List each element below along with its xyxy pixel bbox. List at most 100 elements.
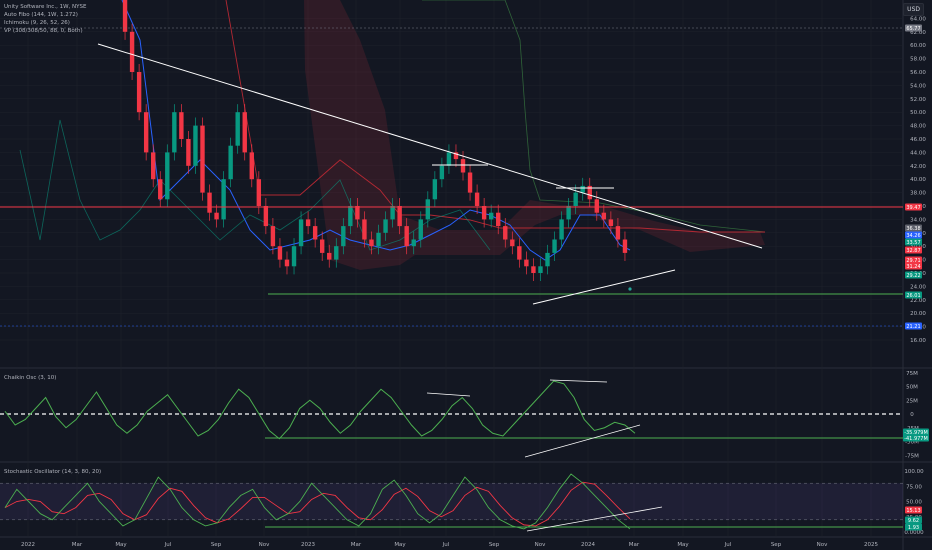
- chaikin-tag: -35.979M: [903, 428, 929, 436]
- candle-body: [362, 219, 367, 240]
- candle-body: [566, 206, 571, 220]
- candle-body: [214, 212, 219, 220]
- candle-body: [467, 172, 473, 193]
- stochastic-tick-label: 50.00: [906, 500, 922, 506]
- price-tag-bg: [905, 322, 922, 330]
- candle-body: [481, 206, 487, 220]
- price-tag-label: 31.24: [906, 264, 920, 270]
- candle-body: [446, 152, 452, 166]
- candle-body: [524, 259, 529, 267]
- price-tag: 21.21: [905, 322, 922, 330]
- candle-body: [129, 31, 135, 72]
- chaikin-tag-bg: [903, 428, 929, 436]
- stochastic-tag-bg: [905, 506, 922, 514]
- time-tick-label: Jul: [442, 542, 450, 548]
- candle-body: [165, 152, 170, 200]
- price-tick-label: 52.00: [910, 97, 926, 103]
- stochastic-trendline: [526, 506, 663, 532]
- candles: [122, 0, 628, 282]
- candle-body: [327, 252, 332, 260]
- candle-body: [496, 212, 501, 227]
- indicator-label[interactable]: Auto Fibo (144, 1W, 1.272): [4, 12, 78, 18]
- candle-body: [277, 246, 283, 260]
- candle-body: [559, 219, 564, 240]
- price-tag: 32.87: [905, 246, 922, 254]
- price-tag: 34.26: [905, 231, 922, 239]
- tenkan-line: [121, 0, 631, 261]
- stochastic-tag: 9.62: [905, 516, 922, 524]
- stochastic-legend[interactable]: Stochastic Oscillator (14, 3, 80, 20): [4, 469, 102, 475]
- chaikin-legend[interactable]: Chaikin Osc (3, 10): [4, 375, 57, 381]
- price-tag: 29.71: [905, 256, 922, 264]
- time-tick-label: Sep: [771, 542, 782, 548]
- candle-body: [270, 226, 276, 247]
- price-tag-bg: [905, 256, 922, 264]
- price-tick-label: 40.00: [910, 177, 926, 183]
- time-tick-label: Nov: [817, 542, 828, 548]
- candle-body: [573, 192, 578, 206]
- indicator-label[interactable]: Ichimoku (9, 26, 52, 26): [4, 20, 70, 26]
- candle-body: [284, 259, 290, 267]
- price-tick-label: 46.00: [910, 137, 926, 143]
- stochastic-tag: 15.13: [905, 506, 922, 514]
- candle-body: [242, 112, 247, 153]
- candle-body: [587, 185, 592, 200]
- candle-body: [538, 266, 543, 273]
- time-tick-label: May: [677, 542, 689, 548]
- time-tick-label: May: [115, 542, 127, 548]
- candle-body: [319, 239, 325, 253]
- currency-button[interactable]: USD: [903, 3, 924, 16]
- time-tick-label: 2025: [864, 542, 878, 548]
- candle-body: [136, 72, 142, 113]
- price-tick-label: 24.00: [910, 284, 926, 290]
- time-tick-label: Mar: [72, 542, 83, 548]
- time-tick-label: 2023: [301, 542, 315, 548]
- candle-body: [298, 219, 304, 247]
- price-tick-label: 38.00: [910, 191, 926, 197]
- stochastic-tag: 1.93: [905, 523, 922, 531]
- candle-body: [510, 239, 515, 247]
- price-tag-bg: [905, 224, 922, 232]
- candle-body: [439, 165, 445, 180]
- price-tag-label: 29.71: [906, 258, 920, 264]
- candle-body: [552, 239, 557, 253]
- price-tag: 33.57: [905, 238, 922, 246]
- candle-body: [432, 179, 438, 200]
- candle-body: [376, 232, 381, 247]
- candle-body: [207, 192, 212, 213]
- stochastic-tag-bg: [905, 516, 922, 524]
- price-tag-bg: [905, 231, 922, 239]
- time-tick-label: Sep: [489, 542, 500, 548]
- price-tag-label: 65.77: [906, 26, 920, 32]
- time-tick-label: 2022: [21, 542, 35, 548]
- time-tick-label: 2024: [581, 542, 595, 548]
- candle-body: [503, 226, 508, 240]
- candle-body: [615, 226, 621, 240]
- price-tick-label: 20.00: [910, 311, 926, 317]
- candle-body: [453, 152, 459, 160]
- ichimoku-cloud: [304, 0, 765, 270]
- chaikin-tag-bg: [903, 434, 929, 442]
- chikou-span: [19, 119, 491, 251]
- candle-body: [531, 266, 536, 273]
- price-tick-label: 42.00: [910, 164, 926, 170]
- price-tag: 39.47: [905, 203, 922, 211]
- symbol-title[interactable]: Unity Software Inc., 1W, NYSE: [4, 4, 87, 10]
- chaikin-tick-label: 75M: [906, 371, 918, 377]
- price-tag-bg: [905, 262, 922, 270]
- price-tag-bg: [905, 271, 922, 279]
- candle-body: [397, 206, 402, 227]
- chaikin-trendline: [426, 392, 471, 397]
- indicator-label[interactable]: VP (308/308/50, 88, 0, Both): [4, 28, 83, 34]
- chaikin-tag-label: -35.979M: [904, 430, 928, 436]
- candle-body: [143, 112, 149, 153]
- candle-body: [390, 206, 395, 220]
- stochastic-tag-bg: [905, 523, 922, 531]
- price-tick-label: 34.00: [910, 217, 926, 223]
- last-price-dot: [628, 287, 632, 291]
- candle-body: [235, 112, 240, 146]
- candle-body: [383, 219, 388, 233]
- stochastic-tick-label: 100.00: [904, 469, 924, 475]
- stochastic-k-line: [4, 473, 631, 530]
